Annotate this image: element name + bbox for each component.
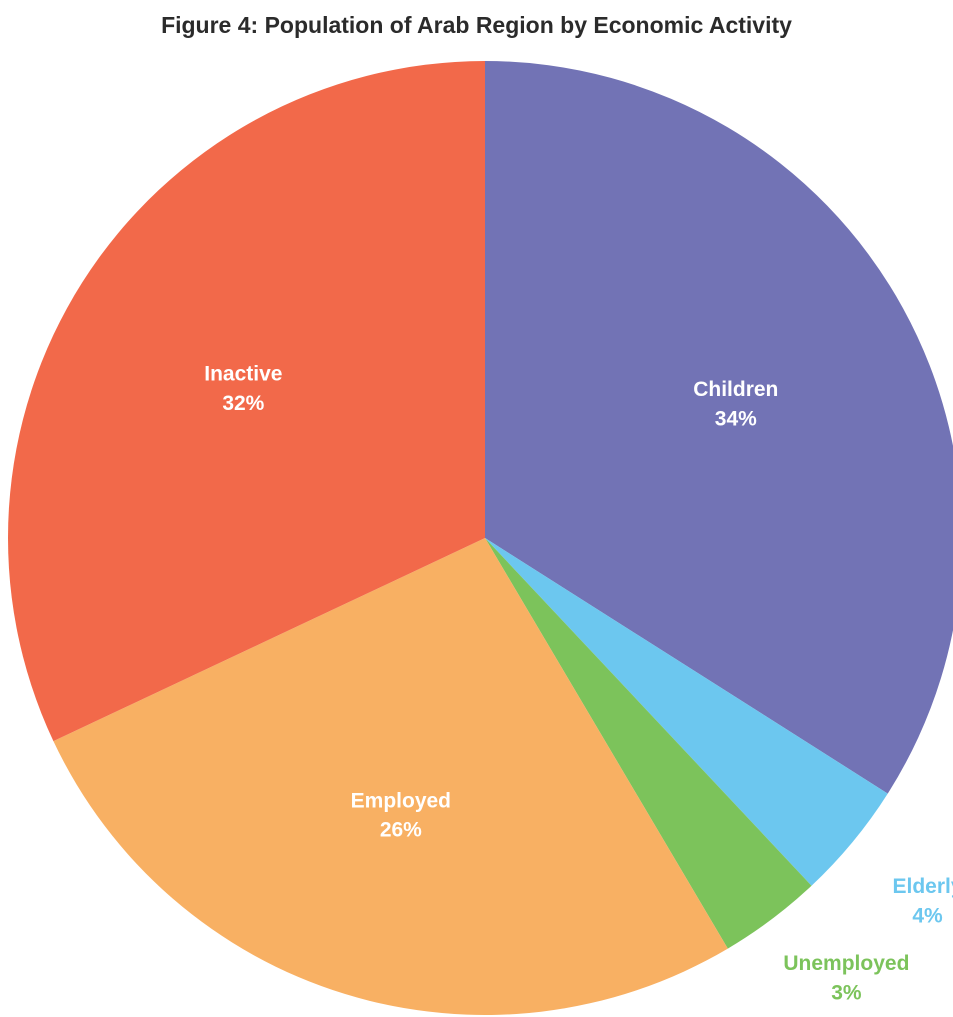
slice-value: 3% [831, 982, 862, 1005]
pie-slice-elderly [485, 538, 888, 886]
pie-slice-unemployed [485, 538, 812, 949]
slice-label-inactive: Inactive 32% [204, 362, 282, 414]
pie-slice-children [485, 61, 953, 794]
slice-value: 34% [715, 407, 757, 430]
slice-name: Children [693, 378, 778, 401]
slice-value: 32% [222, 392, 264, 415]
slice-label-employed: Employed 26% [351, 789, 451, 841]
slice-value: 4% [912, 904, 943, 927]
slice-name: Elderly [893, 875, 953, 898]
slice-label-elderly: Elderly 4% [893, 875, 953, 927]
slice-label-children: Children 34% [693, 378, 778, 430]
pie-labels: Children 34% Elderly 4% Unemployed 3% Employed… [204, 362, 953, 1004]
slice-name: Employed [351, 789, 451, 812]
slice-name: Unemployed [783, 952, 909, 975]
pie-slice-inactive [8, 61, 485, 742]
pie-slices [8, 61, 953, 1015]
chart-title: Figure 4: Population of Arab Region by E… [161, 12, 792, 38]
slice-label-unemployed: Unemployed 3% [783, 952, 909, 1004]
slice-value: 26% [380, 819, 422, 842]
slice-name: Inactive [204, 362, 282, 385]
pie-slice-employed [53, 538, 728, 1015]
